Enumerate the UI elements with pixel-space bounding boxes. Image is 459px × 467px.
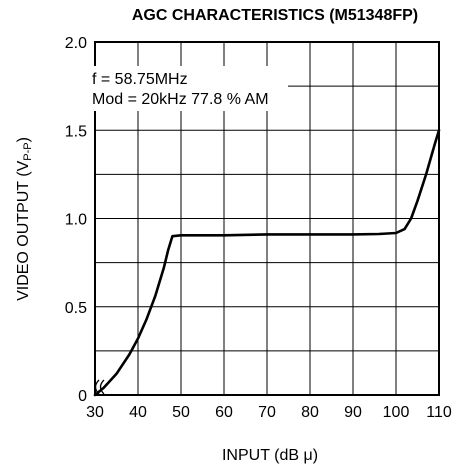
x-tick-label: 80 xyxy=(301,404,319,421)
plot-frame xyxy=(94,41,440,396)
x-tick-label: 30 xyxy=(86,404,104,421)
x-tick-label: 110 xyxy=(426,404,452,421)
y-tick-label: 0 xyxy=(78,388,87,405)
x-tick-label: 90 xyxy=(344,404,362,421)
x-tick-label: 70 xyxy=(258,404,276,421)
y-tick-label: 2.0 xyxy=(65,35,87,52)
x-tick-label: 100 xyxy=(383,404,410,421)
chart-title: AGC CHARACTERISTICS (M51348FP) xyxy=(132,7,418,24)
y-axis-label-subscript: P-P xyxy=(22,142,34,160)
y-tick-labels: 0 0.5 1.0 1.5 2.0 xyxy=(65,35,87,405)
y-tick-label: 1.0 xyxy=(65,212,87,229)
x-tick-label: 60 xyxy=(215,404,233,421)
y-tick-label: 1.5 xyxy=(65,123,87,140)
x-tick-label: 50 xyxy=(172,404,190,421)
y-axis-label-close: ) xyxy=(15,137,32,142)
axis-break-icon xyxy=(94,379,105,395)
y-axis-label: VIDEO OUTPUT (VP-P) xyxy=(15,137,34,301)
y-tick-label: 0.5 xyxy=(65,300,87,317)
annotation-modulation: Mod = 20kHz 77.8 % AM xyxy=(92,91,269,108)
x-tick-labels: 30 40 50 60 70 80 90 100 110 xyxy=(86,404,452,421)
x-tick-label: 40 xyxy=(129,404,147,421)
x-axis-label: INPUT (dB μ) xyxy=(222,447,318,464)
y-axis-label-main: VIDEO OUTPUT (V xyxy=(15,160,32,300)
agc-curve xyxy=(93,129,441,397)
annotation-background xyxy=(88,66,288,111)
annotation-frequency: f = 58.75MHz xyxy=(92,71,188,88)
